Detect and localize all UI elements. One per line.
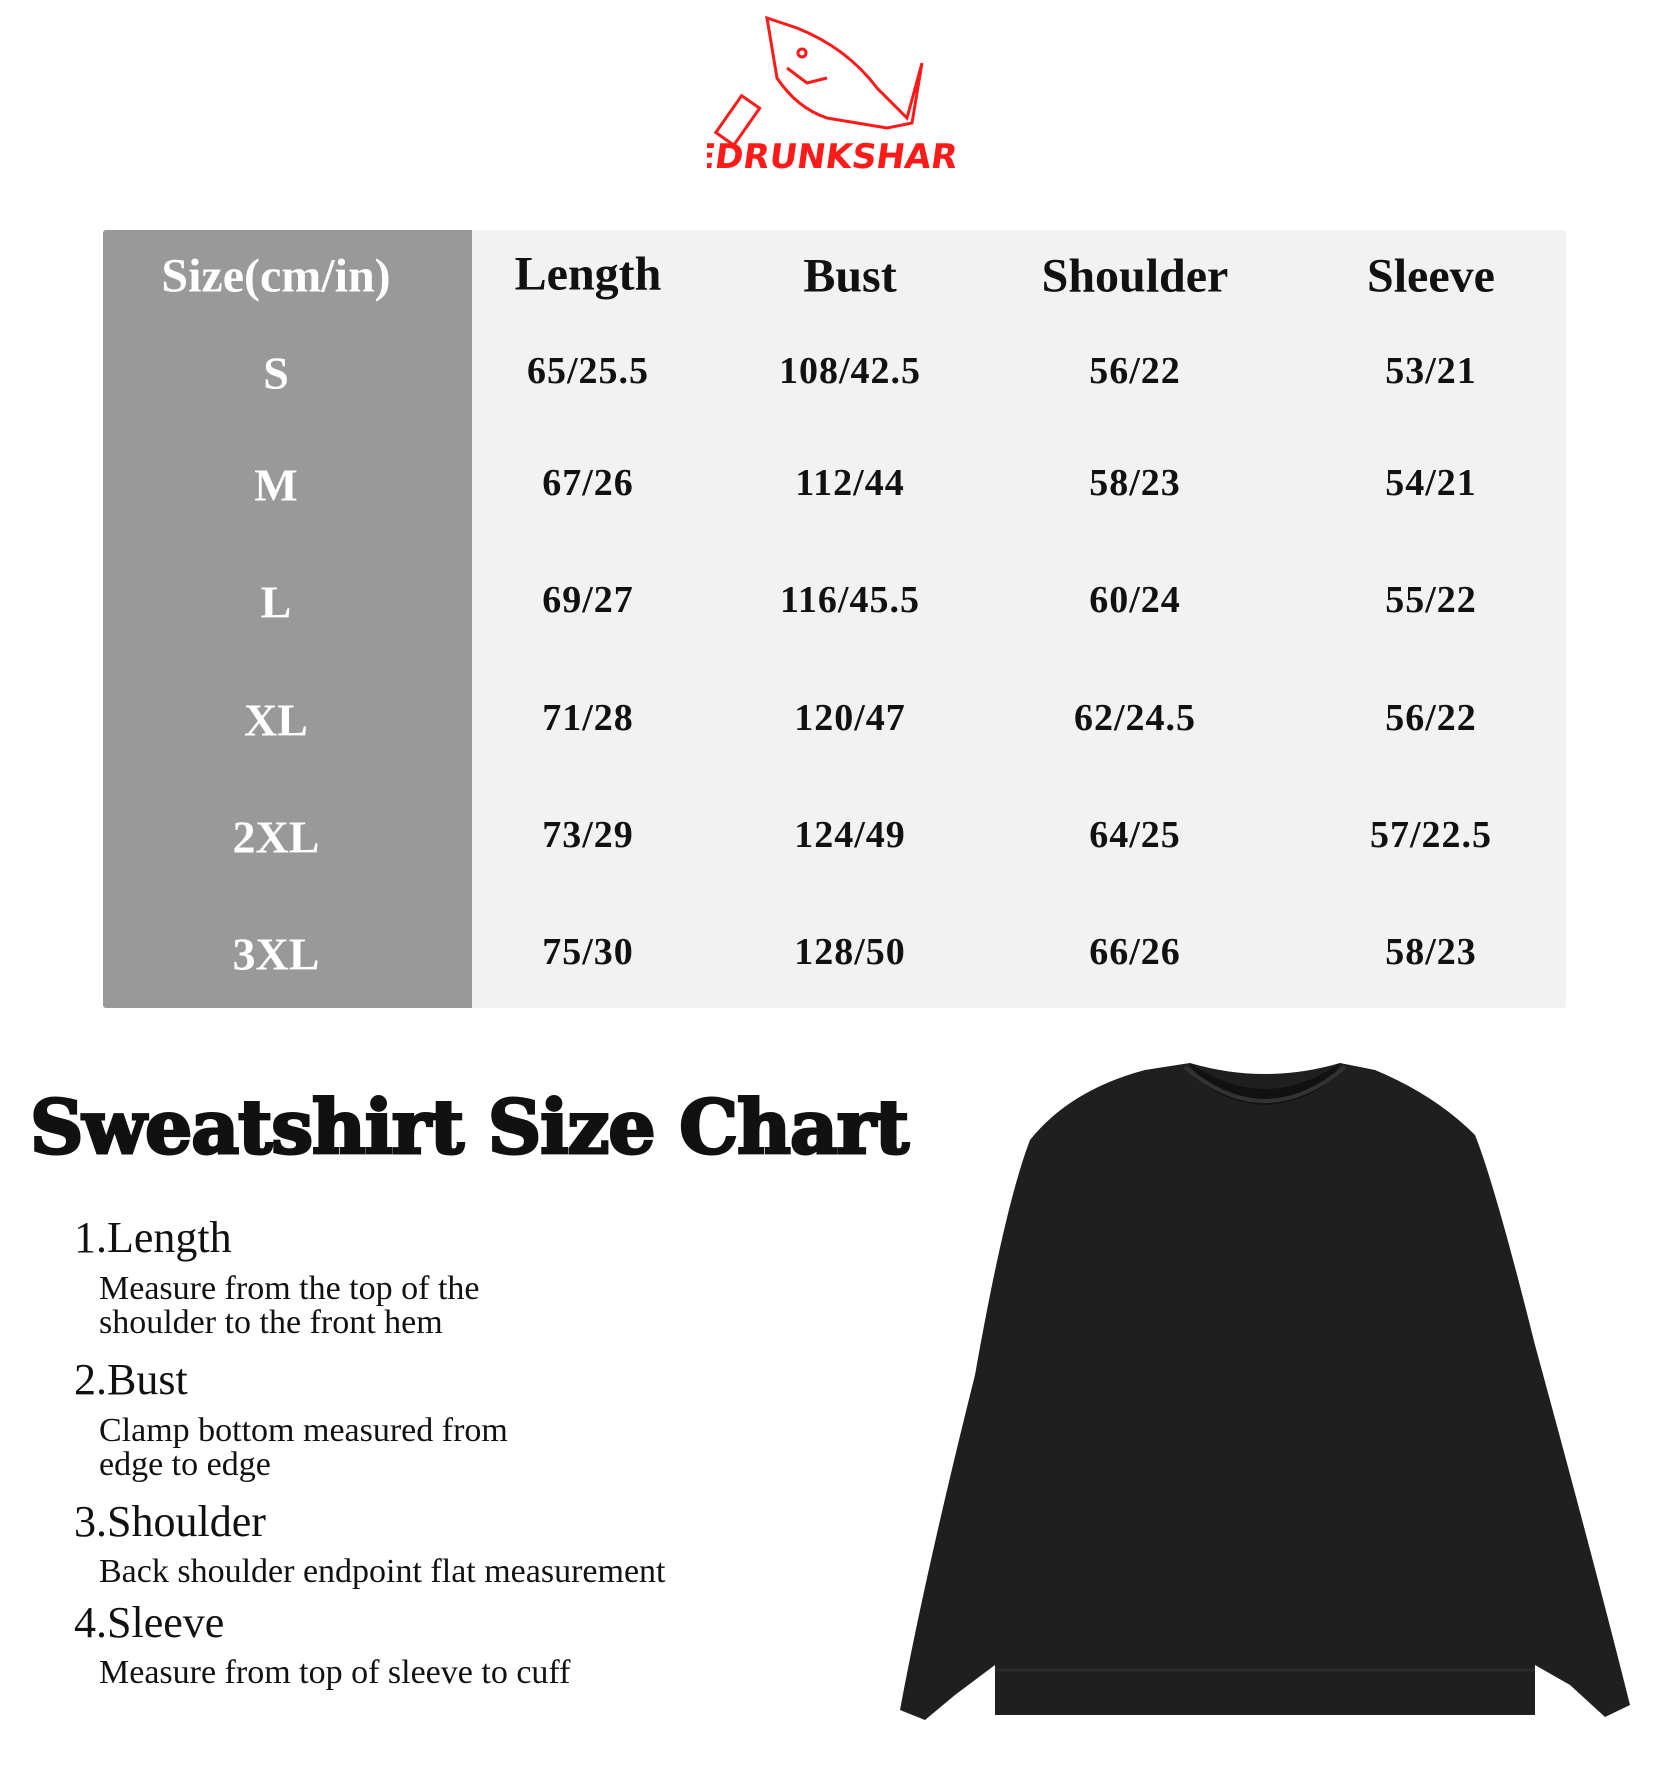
measure-desc-length-1: Measure from the top of the xyxy=(99,1270,480,1307)
sweatshirt-image xyxy=(895,1045,1640,1725)
header-length: Length xyxy=(514,247,662,301)
table-cell: 71/28 xyxy=(542,697,634,739)
table-cell: 62/24.5 xyxy=(1073,697,1197,739)
size-label: XL xyxy=(244,694,308,746)
size-label: 2XL xyxy=(232,811,320,863)
measure-desc-bust-1: Clamp bottom measured from xyxy=(99,1412,508,1449)
measure-desc-bust-2: edge to edge xyxy=(99,1446,271,1483)
table-cell: 120/47 xyxy=(794,697,906,739)
table-cell: 69/27 xyxy=(542,579,634,621)
size-label: 3XL xyxy=(232,928,320,980)
header-sleeve: Sleeve xyxy=(1367,249,1495,303)
table-cell: 128/50 xyxy=(794,931,906,973)
table-cell: 65/25.5 xyxy=(526,350,650,392)
table-cell: 55/22 xyxy=(1385,579,1477,621)
table-cell: 54/21 xyxy=(1385,462,1477,504)
table-cell: 57/22.5 xyxy=(1369,814,1493,856)
table-cell: 108/42.5 xyxy=(778,350,922,392)
size-column xyxy=(103,230,472,1008)
table-cell: 73/29 xyxy=(542,814,634,856)
page-title: Sweatshirt Size Chart xyxy=(28,1084,910,1173)
table-cell: 64/25 xyxy=(1089,814,1181,856)
measure-desc-length-2: shoulder to the front hem xyxy=(99,1304,443,1341)
size-label: L xyxy=(260,576,292,628)
table-cell: 75/30 xyxy=(542,931,634,973)
measure-label-length: 1.Length xyxy=(74,1213,232,1262)
table-cell: 53/21 xyxy=(1385,350,1477,392)
measure-label-bust: 2.Bust xyxy=(74,1355,188,1404)
size-label: S xyxy=(263,347,289,399)
table-cell: 116/45.5 xyxy=(780,579,920,621)
sweatshirt-icon xyxy=(900,1063,1630,1720)
measure-label-shoulder: 3.Shoulder xyxy=(74,1497,266,1546)
shark-logo-icon: THEDRUNKSHARK xyxy=(638,15,988,177)
table-cell: 112/44 xyxy=(795,462,905,504)
table-cell: 58/23 xyxy=(1089,462,1181,504)
measure-desc-sleeve: Measure from top of sleeve to cuff xyxy=(99,1654,571,1691)
table-cell: 56/22 xyxy=(1385,697,1477,739)
measure-label-sleeve: 4.Sleeve xyxy=(74,1598,225,1647)
table-cell: 124/49 xyxy=(794,814,906,856)
size-table: Size(cm/in) Length Bust Shoulder Sleeve … xyxy=(103,230,1566,1008)
svg-text:THEDRUNKSHARK: THEDRUNKSHARK xyxy=(707,137,959,177)
header-bust: Bust xyxy=(803,249,897,303)
table-cell: 56/22 xyxy=(1089,350,1181,392)
header-shoulder: Shoulder xyxy=(1041,249,1229,303)
size-label: M xyxy=(254,459,298,511)
measure-desc-shoulder: Back shoulder endpoint flat measurement xyxy=(99,1553,666,1590)
brand-logo: THEDRUNKSHARK xyxy=(638,8,988,188)
table-cell: 67/26 xyxy=(542,462,634,504)
table-cell: 60/24 xyxy=(1089,579,1181,621)
table-cell: 58/23 xyxy=(1385,931,1477,973)
table-cell: 66/26 xyxy=(1089,931,1181,973)
header-size: Size(cm/in) xyxy=(161,249,391,303)
